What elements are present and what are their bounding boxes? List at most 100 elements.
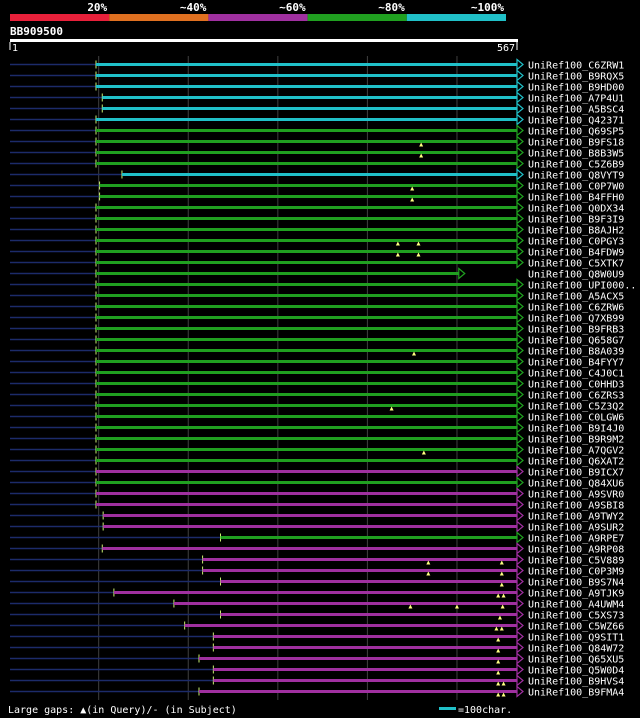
hit-label: UniRef100_B9ICX7 bbox=[528, 468, 624, 479]
hit-arrow bbox=[516, 575, 524, 588]
hit-label: UniRef100_B9HVS4 bbox=[528, 677, 624, 688]
legend-segment bbox=[208, 14, 308, 21]
hit-arrow bbox=[516, 619, 524, 632]
hit-label: UniRef100_B8A039 bbox=[528, 347, 624, 358]
hit-arrow bbox=[516, 289, 524, 302]
hit-label: UniRef100_UPI000.. bbox=[528, 281, 636, 292]
hit-bar bbox=[95, 327, 518, 330]
hit-arrow bbox=[516, 421, 524, 434]
hit-bar bbox=[102, 547, 518, 550]
hit-arrow bbox=[516, 641, 524, 654]
hit-bar bbox=[113, 591, 517, 594]
hit-bar bbox=[103, 525, 518, 528]
hit-label: UniRef100_B9FRB3 bbox=[528, 325, 624, 336]
hit-bar bbox=[95, 393, 518, 396]
hit-bar bbox=[102, 96, 518, 99]
hit-arrow bbox=[516, 454, 524, 467]
hit-bar bbox=[95, 74, 518, 77]
hit-arrow bbox=[516, 388, 524, 401]
gap-marker bbox=[416, 252, 421, 257]
hit-bar bbox=[95, 415, 518, 418]
hit-arrow bbox=[516, 377, 524, 390]
scale-bar bbox=[439, 707, 456, 710]
hit-bar bbox=[95, 437, 518, 440]
hit-label: UniRef100_Q658G7 bbox=[528, 336, 624, 347]
gap-marker bbox=[501, 681, 506, 686]
query-end-label: 567 bbox=[497, 43, 515, 54]
gap-marker bbox=[496, 681, 501, 686]
query-start-label: 1 bbox=[12, 43, 18, 54]
hit-arrow bbox=[516, 278, 524, 291]
gaps-legend-text: Large gaps: ▲(in Query)/- (in Subject) bbox=[8, 705, 237, 716]
hit-label: UniRef100_B9S7N4 bbox=[528, 578, 624, 589]
hit-label: UniRef100_A5BSC4 bbox=[528, 105, 624, 116]
hit-label: UniRef100_C0P7W0 bbox=[528, 182, 624, 193]
hit-arrow bbox=[516, 674, 524, 687]
hit-label: UniRef100_C5XTK7 bbox=[528, 259, 624, 270]
hit-label: UniRef100_C6ZRW6 bbox=[528, 303, 624, 314]
hit-label: UniRef100_C5WZ66 bbox=[528, 622, 624, 633]
hit-arrow bbox=[516, 300, 524, 313]
hit-label: UniRef100_Q84XU6 bbox=[528, 479, 624, 490]
gap-marker bbox=[499, 571, 504, 576]
hit-label: UniRef100_A4UWM4 bbox=[528, 600, 624, 611]
hit-label: UniRef100_A9RP08 bbox=[528, 545, 624, 556]
hit-bar bbox=[95, 162, 518, 165]
hit-label: UniRef100_B8AJH2 bbox=[528, 226, 624, 237]
hit-arrow bbox=[516, 663, 524, 676]
hit-arrow bbox=[516, 135, 524, 148]
legend-label: 20% bbox=[87, 1, 107, 14]
hit-arrow bbox=[516, 201, 524, 214]
hit-arrow bbox=[516, 487, 524, 500]
hit-bar bbox=[220, 613, 517, 616]
hit-label: UniRef100_Q8VYT9 bbox=[528, 171, 624, 182]
hit-bar bbox=[95, 118, 518, 121]
gap-marker bbox=[500, 604, 505, 609]
hit-bar bbox=[103, 514, 518, 517]
hit-label: UniRef100_A9SBI8 bbox=[528, 501, 624, 512]
gap-marker bbox=[395, 252, 400, 257]
hit-arrow bbox=[516, 113, 524, 126]
hit-bar bbox=[95, 151, 518, 154]
hit-bar bbox=[95, 140, 518, 143]
hit-bar bbox=[95, 228, 518, 231]
hit-arrow bbox=[516, 366, 524, 379]
hit-label: UniRef100_B9F3I9 bbox=[528, 215, 624, 226]
hit-bar bbox=[99, 195, 517, 198]
hit-bar bbox=[95, 371, 518, 374]
gap-marker bbox=[496, 593, 501, 598]
hit-bar bbox=[95, 382, 518, 385]
hit-label: UniRef100_A9TWY2 bbox=[528, 512, 624, 523]
hit-label: UniRef100_C5Z3Q2 bbox=[528, 402, 624, 413]
gap-marker bbox=[499, 582, 504, 587]
hit-arrow bbox=[516, 399, 524, 412]
hit-bar bbox=[95, 404, 518, 407]
hit-bar bbox=[102, 107, 518, 110]
hit-label: UniRef100_Q7XB99 bbox=[528, 314, 624, 325]
hit-arrow bbox=[516, 256, 524, 269]
hit-label: UniRef100_B4FDW9 bbox=[528, 248, 624, 259]
hit-label: UniRef100_Q65XU5 bbox=[528, 655, 624, 666]
hit-label: UniRef100_B9RQX5 bbox=[528, 72, 624, 83]
hit-bar bbox=[95, 448, 518, 451]
hit-bar bbox=[95, 63, 518, 66]
hit-arrow bbox=[516, 355, 524, 368]
hit-arrow bbox=[516, 245, 524, 258]
hit-label: UniRef100_A9RPE7 bbox=[528, 534, 624, 545]
hit-arrow bbox=[516, 509, 524, 522]
hit-bar bbox=[173, 602, 518, 605]
hit-bar bbox=[220, 580, 517, 583]
gap-marker bbox=[389, 406, 394, 411]
hit-bar bbox=[213, 646, 517, 649]
hit-bar bbox=[220, 536, 517, 539]
legend-label: ~100% bbox=[471, 1, 504, 14]
hit-label: UniRef100_C4J0C1 bbox=[528, 369, 624, 380]
hit-bar bbox=[95, 481, 518, 484]
hit-label: UniRef100_Q8W0U9 bbox=[528, 270, 624, 281]
hit-bar bbox=[95, 305, 518, 308]
hit-bar bbox=[95, 294, 518, 297]
hit-label: UniRef100_A7P4U1 bbox=[528, 94, 624, 105]
gap-marker bbox=[499, 626, 504, 631]
hit-label: UniRef100_B9FS18 bbox=[528, 138, 624, 149]
